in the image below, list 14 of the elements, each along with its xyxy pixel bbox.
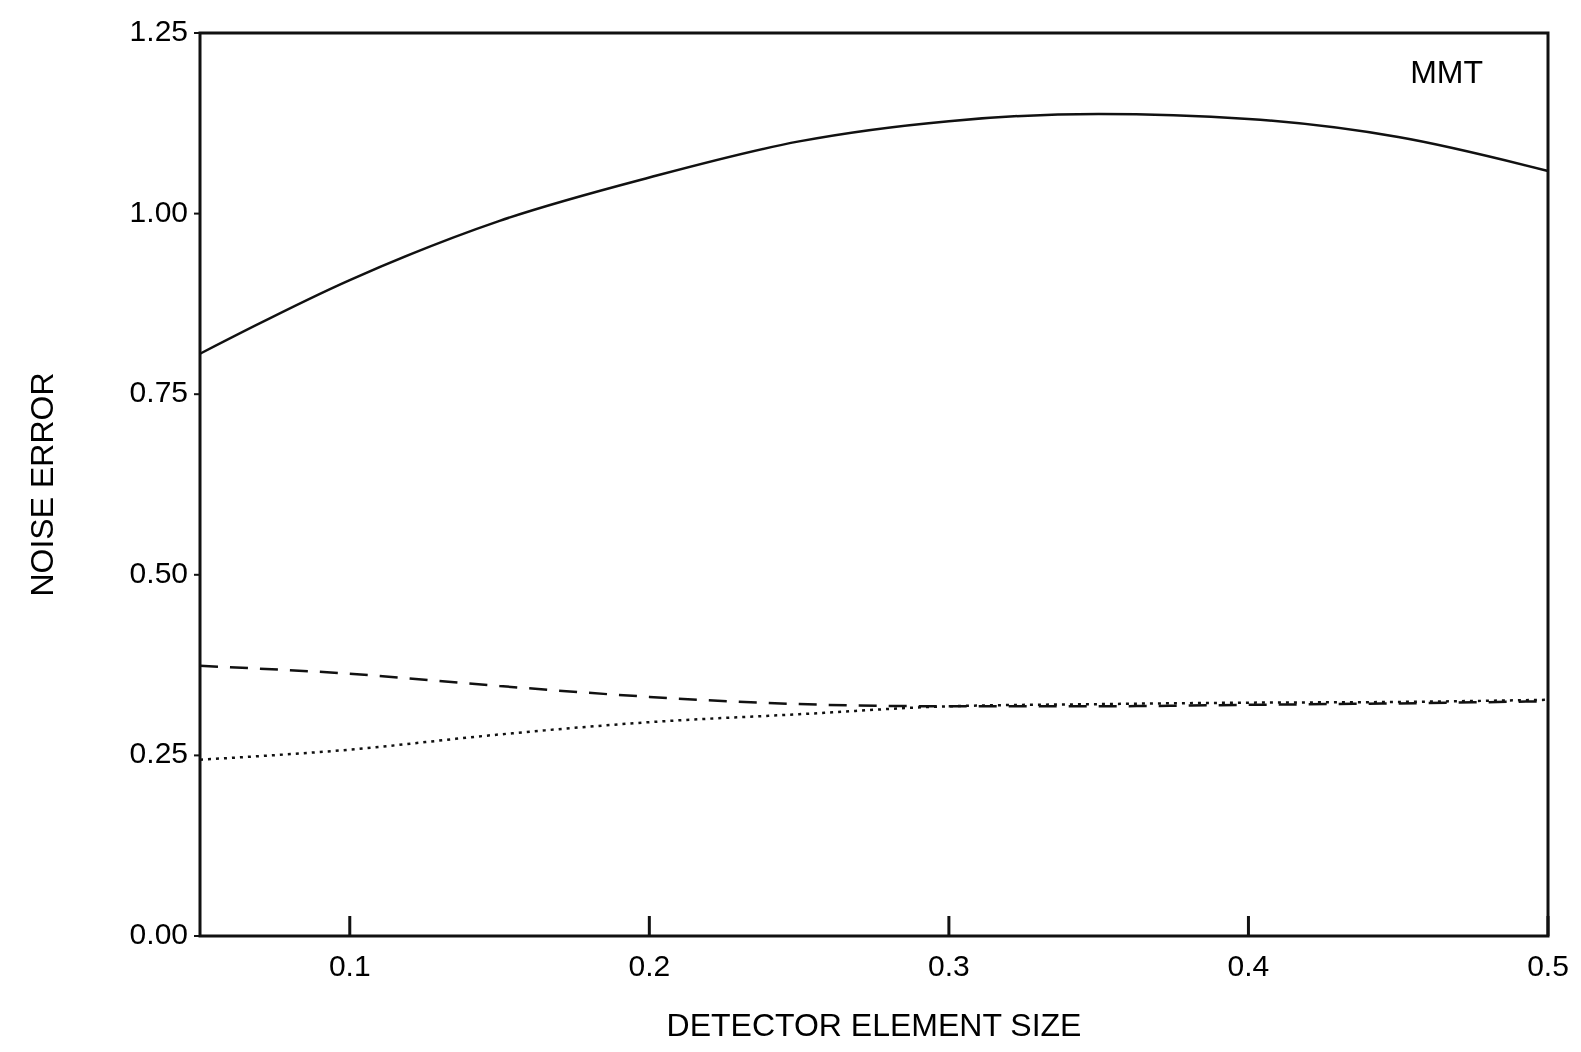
y-tick-label: 0.00 <box>129 916 188 950</box>
y-tick-label: 0.25 <box>129 736 188 770</box>
y-tick-label: 1.00 <box>129 194 188 228</box>
annotation: MMT <box>1410 54 1483 90</box>
x-tick-label: 0.2 <box>628 949 671 982</box>
y-tick-label: 0.75 <box>129 375 188 409</box>
x-axis-title: DETECTOR ELEMENT SIZE <box>666 1007 1082 1043</box>
y-tick-label: 1.25 <box>129 13 188 47</box>
x-tick-label: 0.5 <box>1527 949 1569 982</box>
y-axis-title: NOISE ERROR <box>24 372 60 597</box>
x-tick-label: 0.3 <box>928 949 970 982</box>
x-tick-label: 0.1 <box>328 949 371 982</box>
x-tick-label: 0.4 <box>1227 949 1270 982</box>
y-tick-label: 0.50 <box>129 555 188 589</box>
